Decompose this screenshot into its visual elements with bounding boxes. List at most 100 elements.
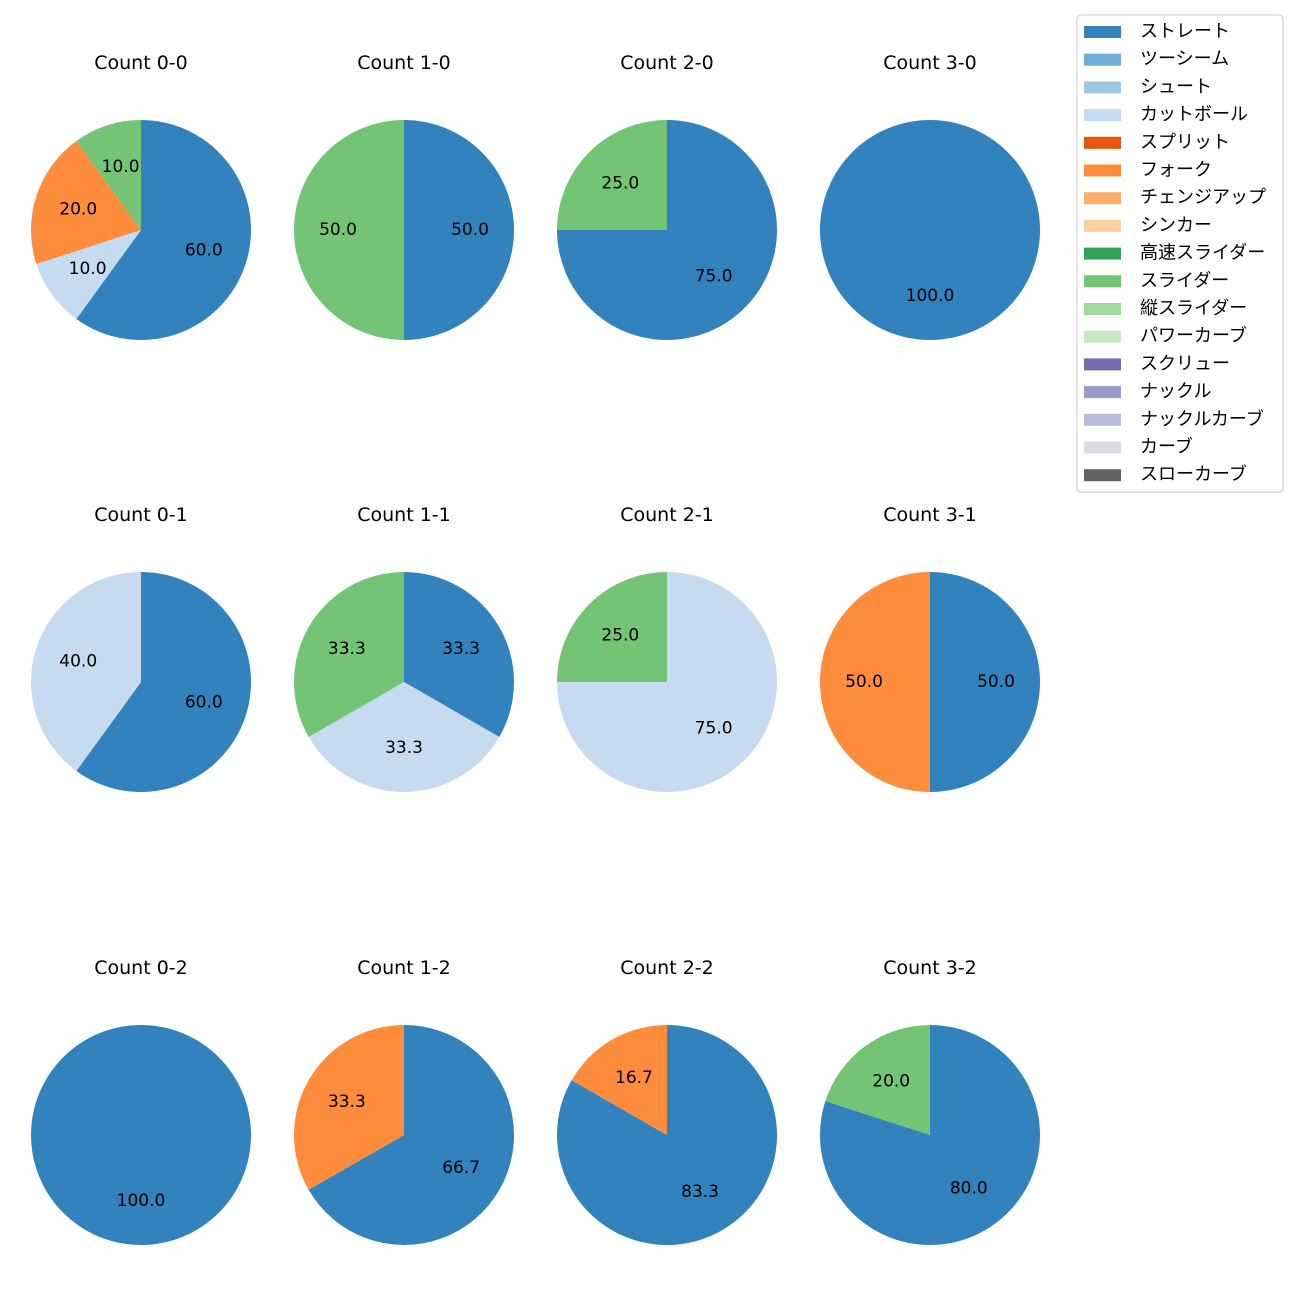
legend-swatch	[1084, 275, 1121, 288]
pie-title: Count 3-1	[883, 504, 977, 526]
legend-entry: シュート	[1084, 76, 1212, 97]
pie-slice	[819, 1025, 1040, 1245]
pie-12: Count 3-2 80.0 20.0	[819, 957, 1040, 1245]
pie-title: Count 2-0	[620, 52, 714, 74]
pie-slice	[820, 120, 1040, 340]
legend-label: スライダー	[1140, 270, 1229, 291]
pie-slice	[30, 141, 142, 264]
legend-entry: スプリット	[1084, 132, 1230, 153]
legend-swatch	[1084, 441, 1121, 454]
pie-slice	[404, 120, 514, 340]
legend-swatch	[1084, 109, 1121, 122]
pie-slice	[556, 1025, 777, 1246]
legend-entry: パワーカーブ	[1084, 325, 1247, 347]
pie-slice	[404, 572, 514, 737]
legend-entry: スクリュー	[1084, 353, 1230, 374]
pie-slice-label: 83.3	[681, 1182, 719, 1202]
pie-7: Count 2-1 75.0 25.0	[557, 504, 777, 792]
legend-swatch	[1084, 219, 1121, 232]
pie-title: Count 1-0	[357, 52, 451, 74]
pie-slice-label: 100.0	[117, 1191, 166, 1211]
legend-label: カットボール	[1140, 104, 1248, 125]
pie-title: Count 1-1	[357, 504, 451, 526]
legend-label: スローカーブ	[1140, 463, 1247, 485]
legend-label: スクリュー	[1140, 353, 1230, 374]
legend-swatch	[1084, 358, 1121, 371]
legend-label: チェンジアップ	[1140, 187, 1266, 208]
pie-slice	[30, 572, 141, 771]
pie-slice-label: 10.0	[102, 157, 140, 177]
legend-entry: 高速スライダー	[1084, 243, 1265, 264]
pie-slice	[308, 682, 500, 792]
legend-label: シンカー	[1140, 215, 1212, 236]
legend-swatch	[1084, 136, 1121, 149]
pie-slice-label: 10.0	[69, 259, 107, 279]
pie-slice	[294, 572, 404, 737]
pie-slice-label: 25.0	[601, 625, 639, 645]
legend-entry: カットボール	[1084, 104, 1248, 125]
pie-slice	[36, 230, 141, 319]
pie-slice-label: 50.0	[319, 220, 357, 240]
legend-entry: ツーシーム	[1084, 49, 1229, 70]
pie-slice	[820, 572, 930, 792]
legend-swatch	[1084, 247, 1121, 260]
pie-slice	[294, 120, 404, 340]
legend-entry: スライダー	[1084, 270, 1229, 291]
pie-4: Count 3-0 100.0	[820, 52, 1040, 340]
legend-entry: チェンジアップ	[1084, 187, 1266, 208]
legend-swatch	[1084, 164, 1121, 177]
pie-slice	[571, 1025, 667, 1135]
legend-swatch	[1084, 386, 1121, 399]
legend-entry: カーブ	[1084, 436, 1193, 458]
pie-1: Count 0-0 60.0 10.0 20.0 10.0	[30, 52, 251, 340]
legend: ストレートツーシームシュートカットボールスプリットフォークチェンジアップシンカー…	[1076, 14, 1284, 493]
legend-entry: シンカー	[1084, 215, 1212, 236]
pie-slice-label: 100.0	[906, 286, 955, 306]
legend-swatch	[1084, 469, 1121, 482]
legend-swatch	[1084, 53, 1121, 66]
pie-title: Count 2-1	[620, 504, 714, 526]
legend-label: シュート	[1140, 76, 1212, 97]
pie-slice-label: 16.7	[615, 1068, 653, 1088]
legend-swatch	[1084, 81, 1121, 94]
pie-title: Count 3-0	[883, 52, 977, 74]
pie-slice	[930, 572, 1040, 792]
legend-entry: ストレート	[1084, 21, 1230, 42]
pie-slice-label: 40.0	[59, 652, 97, 672]
pie-slice-label: 50.0	[977, 672, 1015, 692]
pie-title: Count 1-2	[357, 957, 451, 979]
legend-entry: ナックルカーブ	[1084, 408, 1264, 430]
legend-entry: フォーク	[1084, 160, 1212, 181]
legend-swatch	[1084, 26, 1121, 38]
legend-label: ストレート	[1140, 21, 1230, 42]
pie-slice-label: 50.0	[451, 220, 489, 240]
pie-slice	[308, 1025, 514, 1245]
legend-entry: ナックル	[1084, 381, 1211, 402]
pie-title: Count 0-0	[94, 52, 188, 74]
pie-slice	[31, 1025, 251, 1245]
pie-slice-label: 25.0	[601, 173, 639, 193]
pie-slice-label: 33.3	[328, 639, 366, 659]
pie-title: Count 0-1	[94, 504, 188, 526]
pie-slice	[825, 1025, 930, 1135]
legend-frame	[1076, 14, 1284, 493]
legend-swatch	[1084, 192, 1121, 205]
pie-2: Count 1-0 50.0 50.0	[294, 52, 514, 340]
pie-slice	[557, 572, 667, 682]
legend-label: パワーカーブ	[1140, 325, 1247, 347]
pie-slice	[293, 1025, 404, 1190]
pie-slice-label: 33.3	[442, 639, 480, 659]
legend-entry: 縦スライダー	[1084, 298, 1247, 319]
pie-6: Count 1-1 33.3 33.3 33.3	[294, 504, 514, 792]
pie-slice-label: 75.0	[695, 719, 733, 739]
pie-title: Count 0-2	[94, 957, 188, 979]
pie-10: Count 1-2 66.7 33.3	[293, 957, 514, 1245]
legend-label: フォーク	[1140, 160, 1212, 181]
pie-slice-label: 75.0	[695, 267, 733, 287]
pie-5: Count 0-1 60.0 40.0	[30, 504, 251, 792]
pie-slice-label: 60.0	[185, 240, 223, 260]
pie-slice	[76, 120, 141, 230]
pie-title: Count 3-2	[883, 957, 977, 979]
pie-slice-label: 80.0	[950, 1178, 988, 1198]
pie-slice-label: 60.0	[185, 692, 223, 712]
